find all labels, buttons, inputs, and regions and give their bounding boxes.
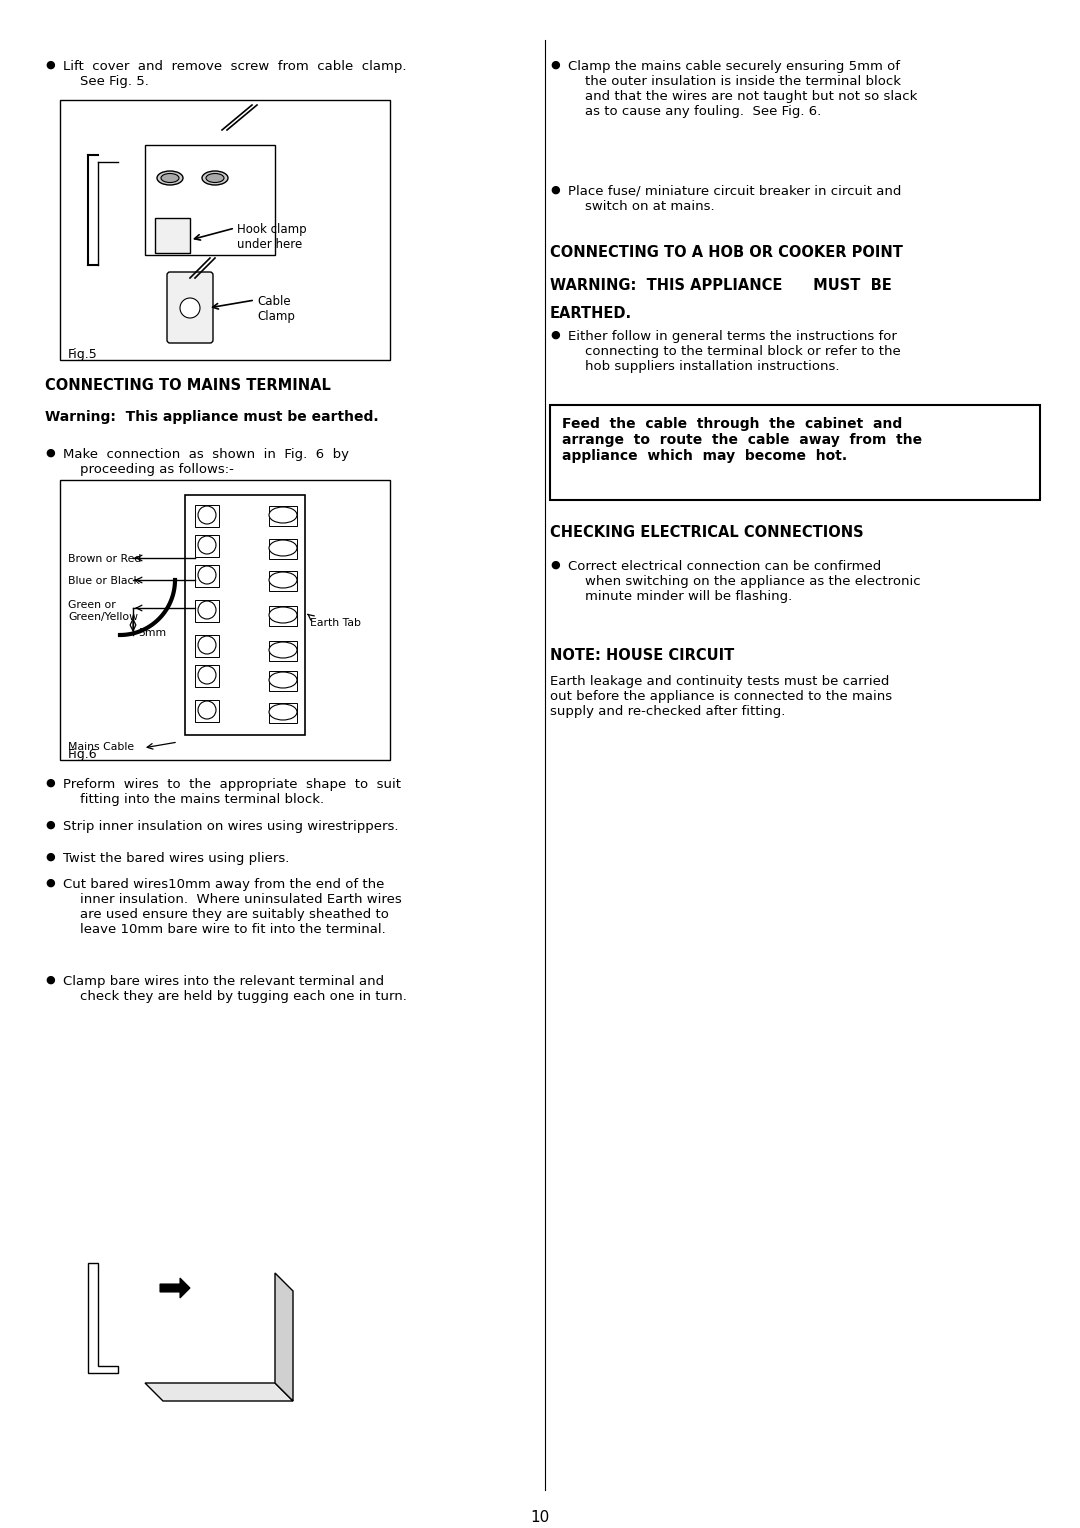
Text: ●: ● [550, 185, 559, 196]
Text: Preform  wires  to  the  appropriate  shape  to  suit
    fitting into the mains: Preform wires to the appropriate shape t… [63, 778, 401, 805]
Bar [60, 99, 390, 361]
Text: Either follow in general terms the instructions for
    connecting to the termin: Either follow in general terms the instr… [568, 330, 901, 373]
Text: ●: ● [45, 975, 55, 986]
Text: Feed  the  cable  through  the  cabinet  and
arrange  to  route  the  cable  awa: Feed the cable through the cabinet and a… [562, 417, 922, 463]
Text: ●: ● [45, 60, 55, 70]
Text: Brown or Red: Brown or Red [68, 555, 141, 564]
Bar [195, 565, 219, 587]
Polygon shape [87, 1264, 118, 1374]
FancyBboxPatch shape [167, 272, 213, 342]
Bar [195, 665, 219, 688]
Circle shape [180, 298, 200, 318]
Ellipse shape [269, 571, 297, 588]
Text: Blue or Black: Blue or Black [68, 576, 140, 587]
Text: Twist the bared wires using pliers.: Twist the bared wires using pliers. [63, 853, 289, 865]
Text: 5mm: 5mm [138, 628, 166, 639]
Ellipse shape [269, 642, 297, 659]
Text: Fig.5: Fig.5 [68, 348, 98, 361]
Circle shape [198, 565, 216, 584]
Bar [145, 145, 275, 255]
Text: Lift  cover  and  remove  screw  from  cable  clamp.
    See Fig. 5.: Lift cover and remove screw from cable c… [63, 60, 406, 89]
Text: Fig.6: Fig.6 [68, 749, 97, 761]
Text: ●: ● [45, 879, 55, 888]
Text: Green or
Green/Yellow: Green or Green/Yellow [68, 601, 138, 622]
Bar [195, 700, 219, 723]
Text: Mains Cable: Mains Cable [68, 743, 134, 752]
Text: Cut bared wires10mm away from the end of the
    inner insulation.  Where uninsu: Cut bared wires10mm away from the end of… [63, 879, 402, 937]
Text: Warning:  This appliance must be earthed.: Warning: This appliance must be earthed. [45, 410, 379, 423]
Ellipse shape [269, 704, 297, 720]
Bar [60, 480, 390, 759]
Bar [269, 642, 297, 662]
Polygon shape [145, 1383, 293, 1401]
Text: NOTE: HOUSE CIRCUIT: NOTE: HOUSE CIRCUIT [550, 648, 734, 663]
Ellipse shape [161, 174, 179, 182]
Ellipse shape [269, 672, 297, 688]
Text: 10: 10 [530, 1510, 550, 1525]
Text: ●: ● [45, 778, 55, 788]
Text: ●: ● [45, 853, 55, 862]
Circle shape [198, 506, 216, 524]
Bar [195, 601, 219, 622]
Text: CONNECTING TO MAINS TERMINAL: CONNECTING TO MAINS TERMINAL [45, 377, 330, 393]
Text: Clamp the mains cable securely ensuring 5mm of
    the outer insulation is insid: Clamp the mains cable securely ensuring … [568, 60, 917, 118]
Text: CONNECTING TO A HOB OR COOKER POINT: CONNECTING TO A HOB OR COOKER POINT [550, 244, 903, 260]
Text: ●: ● [550, 559, 559, 570]
Bar [195, 535, 219, 558]
Bar [269, 703, 297, 723]
Bar [195, 636, 219, 657]
Bar [269, 607, 297, 626]
Ellipse shape [157, 171, 183, 185]
Ellipse shape [206, 174, 224, 182]
Polygon shape [275, 1273, 293, 1401]
Bar [269, 571, 297, 591]
Text: Earth leakage and continuity tests must be carried
out before the appliance is c: Earth leakage and continuity tests must … [550, 675, 892, 718]
Circle shape [198, 636, 216, 654]
Ellipse shape [269, 507, 297, 523]
Circle shape [198, 536, 216, 555]
Bar [269, 506, 297, 526]
Text: Correct electrical connection can be confirmed
    when switching on the applian: Correct electrical connection can be con… [568, 559, 920, 604]
Text: Place fuse/ miniature circuit breaker in circuit and
    switch on at mains.: Place fuse/ miniature circuit breaker in… [568, 185, 902, 212]
Ellipse shape [202, 171, 228, 185]
Text: Make  connection  as  shown  in  Fig.  6  by
    proceeding as follows:-: Make connection as shown in Fig. 6 by pr… [63, 448, 349, 477]
Bar [195, 504, 219, 527]
Circle shape [198, 601, 216, 619]
Text: Clamp bare wires into the relevant terminal and
    check they are held by tuggi: Clamp bare wires into the relevant termi… [63, 975, 407, 1002]
Text: Cable
Clamp: Cable Clamp [257, 295, 295, 322]
Bar [269, 671, 297, 691]
Ellipse shape [269, 607, 297, 623]
Text: ●: ● [45, 448, 55, 458]
Ellipse shape [269, 539, 297, 556]
Bar [269, 539, 297, 559]
Text: Strip inner insulation on wires using wirestrippers.: Strip inner insulation on wires using wi… [63, 821, 399, 833]
Bar [550, 405, 1040, 500]
Text: CHECKING ELECTRICAL CONNECTIONS: CHECKING ELECTRICAL CONNECTIONS [550, 526, 864, 539]
Polygon shape [160, 1277, 190, 1297]
Bar [185, 495, 305, 735]
Text: ●: ● [550, 330, 559, 341]
Bar [156, 219, 190, 254]
Text: WARNING:  THIS APPLIANCE      MUST  BE: WARNING: THIS APPLIANCE MUST BE [550, 278, 892, 293]
Text: EARTHED.: EARTHED. [550, 306, 632, 321]
Text: ●: ● [550, 60, 559, 70]
Text: Hook clamp
under here: Hook clamp under here [237, 223, 307, 251]
Circle shape [198, 666, 216, 685]
Circle shape [198, 701, 216, 720]
Text: Earth Tab: Earth Tab [310, 617, 361, 628]
Text: ●: ● [45, 821, 55, 830]
